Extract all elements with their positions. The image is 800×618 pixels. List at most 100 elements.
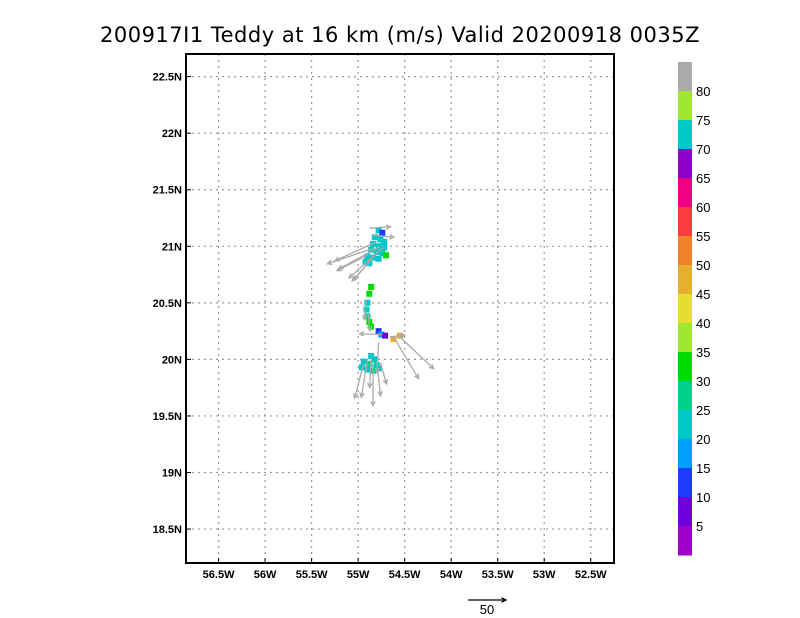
reference-vector: 50 <box>468 597 508 617</box>
colorbar-label: 55 <box>696 229 710 244</box>
colorbar: 5 10 15 20 25 30 35 40 45 50 55 60 65 70 75 80 <box>678 62 710 556</box>
wind-point <box>360 358 367 365</box>
colorbar-segment <box>678 410 692 440</box>
x-tick-label: 52.5W <box>575 569 607 581</box>
colorbar-segment <box>678 439 692 469</box>
wind-point <box>371 356 378 363</box>
wind-point <box>364 366 371 373</box>
colorbar-label: 75 <box>696 113 710 128</box>
wind-vector-head <box>351 276 358 283</box>
wind-vector <box>363 300 368 320</box>
wind-point <box>364 299 371 306</box>
y-axis: 18.5N 19N 19.5N 20N 20.5N 21N 21.5N 22N 22.5N <box>153 72 191 536</box>
wind-vector-head <box>366 325 373 333</box>
colorbar-segment <box>678 526 692 556</box>
y-tick-label: 18.5N <box>153 524 182 536</box>
colorbar-segment <box>678 497 692 527</box>
y-tick-label: 19.5N <box>153 411 182 423</box>
y-tick-label: 20N <box>162 354 182 366</box>
wind-point <box>390 336 397 343</box>
colorbar-label: 35 <box>696 345 710 360</box>
wind-vectors <box>325 224 435 408</box>
colorbar-segment <box>678 352 692 382</box>
wind-point <box>381 244 388 251</box>
wind-vector <box>353 363 365 399</box>
wind-vector-head <box>389 234 396 240</box>
y-tick-label: 19N <box>162 468 182 480</box>
wind-vector-head <box>361 314 368 322</box>
wind-point <box>368 284 375 291</box>
wind-point <box>375 328 382 335</box>
colorbar-segment <box>678 236 692 266</box>
wind-point <box>366 260 373 267</box>
wind-point <box>366 290 373 297</box>
wind-vector <box>376 342 380 373</box>
colorbar-segment <box>678 149 692 179</box>
wind-vector-head <box>374 367 381 375</box>
colorbar-label: 60 <box>696 200 710 215</box>
colorbar-segment <box>678 178 692 208</box>
wind-vector-head <box>428 363 435 370</box>
wind-point <box>377 236 384 243</box>
wind-vector <box>368 357 372 388</box>
colorbar-label: 45 <box>696 287 710 302</box>
wind-point <box>375 365 382 372</box>
wind-point <box>363 306 370 313</box>
reference-arrow-head <box>501 597 508 603</box>
x-tick-label: 56W <box>254 569 277 581</box>
reference-vector-label: 50 <box>480 602 494 617</box>
wind-point <box>362 259 369 266</box>
wind-vector <box>348 246 384 279</box>
wind-point <box>382 332 389 339</box>
wind-point <box>373 248 380 255</box>
wind-vector-head <box>385 224 393 230</box>
colorbar-label: 5 <box>696 519 703 534</box>
x-tick-label: 55.5W <box>296 569 328 581</box>
wind-vector <box>360 359 369 398</box>
colorbar-label: 40 <box>696 316 710 331</box>
wind-point <box>381 238 388 245</box>
wind-point <box>379 250 386 257</box>
wind-vector <box>369 226 391 229</box>
wind-point <box>364 253 371 260</box>
wind-point <box>379 229 386 236</box>
wind-vector-head <box>359 392 365 399</box>
x-tick-label: 54W <box>440 569 463 581</box>
wind-point <box>358 364 365 371</box>
colorbar-label: 15 <box>696 461 710 476</box>
wind-vector-head <box>358 331 365 337</box>
wind-vector <box>371 234 395 238</box>
colorbar-label: 65 <box>696 171 710 186</box>
wind-vector-head <box>335 266 343 272</box>
y-tick-label: 20.5N <box>153 298 182 310</box>
colorbar-segment <box>678 207 692 237</box>
colorbar-label: 25 <box>696 403 710 418</box>
wind-vector-head <box>414 373 420 380</box>
wind-vector <box>392 336 420 379</box>
wind-vector <box>327 247 374 265</box>
wind-point <box>366 360 373 367</box>
wind-vector <box>379 362 388 385</box>
wind-vector-head <box>370 400 376 408</box>
wind-vector-head <box>400 332 407 339</box>
chart-title: 200917I1 Teddy at 16 km (m/s) Valid 2020… <box>100 23 700 47</box>
colorbar-label: 50 <box>696 258 710 273</box>
wind-point <box>364 313 371 320</box>
x-tick-label: 53.5W <box>482 569 514 581</box>
colorbar-segment <box>678 381 692 411</box>
wind-vector-head <box>325 259 333 266</box>
x-tick-label: 53W <box>533 569 556 581</box>
wind-point <box>375 255 382 262</box>
wind-vector <box>359 333 383 336</box>
colorbar-label: 30 <box>696 374 710 389</box>
wind-vector-head <box>377 390 383 398</box>
colorbar-label: 80 <box>696 84 710 99</box>
colorbar-segment <box>678 323 692 353</box>
wind-vector-head <box>347 272 355 279</box>
colorbar-segment <box>678 468 692 498</box>
wind-point <box>371 234 378 241</box>
plot-frame <box>185 53 615 564</box>
colorbar-segment <box>678 91 692 121</box>
wind-point <box>375 227 382 234</box>
colorbar-segment <box>678 294 692 324</box>
